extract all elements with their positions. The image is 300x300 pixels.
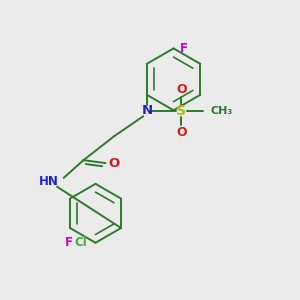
Text: F: F <box>180 42 188 55</box>
Text: N: N <box>142 104 153 118</box>
Text: O: O <box>108 157 119 169</box>
Text: O: O <box>176 83 187 96</box>
Text: Cl: Cl <box>74 236 87 249</box>
Text: HN: HN <box>39 175 58 188</box>
Text: F: F <box>64 236 73 249</box>
Text: CH₃: CH₃ <box>211 106 233 116</box>
Text: O: O <box>176 126 187 139</box>
Text: S: S <box>176 104 186 118</box>
